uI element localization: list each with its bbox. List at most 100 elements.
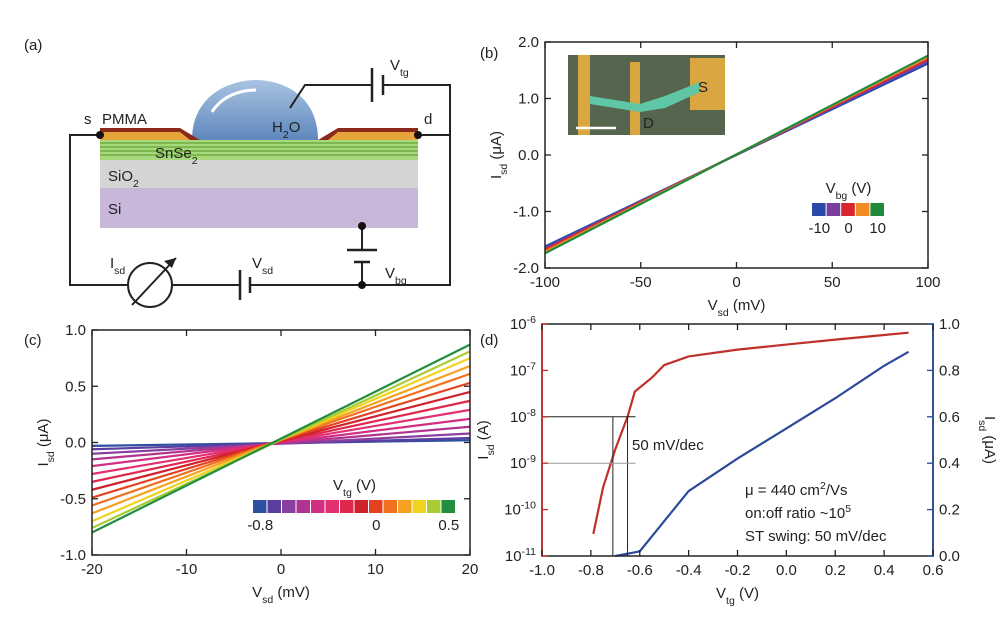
y-axis-label: Isd (μA) [35, 418, 57, 466]
y-tick-label-base: 1.0 [518, 91, 539, 108]
legend-title-sub: tg [343, 487, 352, 499]
annotation: μ = 440 cm2/Vs [745, 480, 847, 499]
y2-axis-label: Isd (μA) [976, 416, 998, 464]
x-tick-label: 50 [824, 274, 841, 291]
y-tick-label-base: 10 [510, 409, 527, 426]
diagram-label-part: H [272, 119, 283, 136]
x-tick-label: -0.4 [676, 562, 702, 579]
batteries [238, 68, 385, 300]
y-tick-label: -1.0 [513, 204, 539, 221]
annotation-sup: 2 [820, 480, 826, 492]
x-tick-label: -0.8 [578, 562, 604, 579]
x-axis-label-sub: sd [262, 594, 273, 606]
x-axis-label: Vtg (V) [716, 585, 759, 607]
meter-arrow [164, 258, 176, 268]
y-axis-label: Isd (μA) [488, 131, 510, 179]
diagram-label-part: V [385, 265, 395, 282]
y-tick-label-base: -1.0 [60, 547, 86, 564]
legend-swatch [427, 500, 441, 513]
diagram-label: Vsd [252, 255, 273, 277]
legend-title-part: V [826, 180, 836, 197]
water-droplet [192, 80, 318, 140]
legend-label: 0.5 [438, 517, 459, 534]
diagram-label: Si [108, 201, 121, 218]
diagram-label-part: I [110, 255, 114, 272]
y2-tick-label-base: 1.0 [939, 316, 960, 333]
diagram-label-sub: bg [395, 275, 407, 287]
y2-axis-label-part: (μA) [981, 431, 998, 464]
circuit-wires [69, 84, 451, 308]
y-axis-label-part: (μA) [35, 418, 52, 451]
y-tick-label-exponent: -9 [527, 453, 536, 465]
diagram-label: PMMA [102, 111, 147, 128]
y-axis-label-part: I [475, 456, 492, 460]
legend-swatch [855, 203, 870, 216]
legend-title: Vtg (V) [333, 477, 376, 499]
y-tick-label: 10-9 [510, 453, 536, 472]
y-axis-label-sub: sd [498, 164, 510, 175]
panel-label: (a) [24, 37, 42, 54]
x-axis-label-part: V [252, 584, 262, 601]
y-tick-label-exponent: -8 [527, 407, 536, 419]
y2-tick-label: 0.8 [939, 362, 960, 379]
x-tick-label: 0.0 [776, 562, 797, 579]
x-tick-label-base: -1.0 [529, 562, 555, 579]
x-axis-label-part: (V) [735, 585, 759, 602]
legend-swatch [412, 500, 426, 513]
x-tick-label: 10 [367, 561, 384, 578]
x-axis-label-part: (mV) [729, 297, 766, 314]
y-tick-label: 0.0 [65, 435, 86, 452]
legend-label: 10 [869, 220, 886, 237]
panel-label: (b) [480, 45, 498, 62]
y-axis-label-sub: sd [45, 451, 57, 462]
y-tick-label: 10-10 [504, 500, 536, 519]
drain-pmma [318, 128, 418, 140]
si-layer [100, 188, 418, 228]
sio2-layer [100, 160, 418, 188]
panel-label: (c) [24, 332, 42, 349]
y-tick-label-base: 10 [510, 362, 527, 379]
y-tick-label-base: 10 [510, 455, 527, 472]
diagram-label: s [84, 111, 92, 128]
y2-tick-label: 0.6 [939, 409, 960, 426]
x-axis-label-sub: tg [726, 595, 735, 607]
y-tick-label-base: 0.0 [518, 147, 539, 164]
diagram-label-part: V [252, 255, 262, 272]
y-tick-label-base: -1.0 [513, 204, 539, 221]
y2-tick-label: 0.2 [939, 502, 960, 519]
x-tick-label: 0 [277, 561, 285, 578]
y-tick-label-base: 10 [504, 502, 521, 519]
legend-swatch [441, 500, 455, 513]
y-tick-label: 10-7 [510, 360, 536, 379]
legend-swatch [282, 500, 296, 513]
legend-swatch [383, 500, 397, 513]
diagram-label-part: O [289, 119, 301, 136]
y-tick-label-base: 0.0 [65, 435, 86, 452]
diagram-label-sub: sd [114, 265, 125, 277]
legend-label: -0.8 [247, 517, 273, 534]
x-axis-label: Vsd (mV) [708, 297, 766, 319]
x-axis-label-part: (mV) [273, 584, 310, 601]
legend-label: 0 [372, 517, 380, 534]
y-tick-label: 0.5 [65, 378, 86, 395]
legend-swatch [325, 500, 339, 513]
y-axis-label: Isd (A) [475, 420, 497, 459]
annotation-part: /Vs [826, 482, 848, 499]
legend-title-part: V [333, 477, 343, 494]
x-tick-label: -50 [630, 274, 652, 291]
legend-title-sub: bg [836, 190, 848, 202]
diagram-label-part: SiO [108, 168, 133, 185]
legend-label: 0 [844, 220, 852, 237]
diagram-label-sub: 2 [133, 178, 139, 190]
annotation: ST swing: 50 mV/dec [745, 528, 887, 545]
diagram-label: Vbg [385, 265, 407, 287]
x-tick-label: -100 [530, 274, 560, 291]
x-tick-label: 0 [732, 274, 740, 291]
legend-title: Vbg (V) [826, 180, 872, 202]
diagram-label-sub: sd [262, 265, 273, 277]
y-tick-label: 1.0 [518, 91, 539, 108]
y-tick-label-base: 1.0 [65, 322, 86, 339]
diagram-label: SiO2 [108, 168, 139, 190]
y-tick-label-exponent: -6 [527, 314, 536, 326]
diagram-label-part: SnSe [155, 145, 192, 162]
